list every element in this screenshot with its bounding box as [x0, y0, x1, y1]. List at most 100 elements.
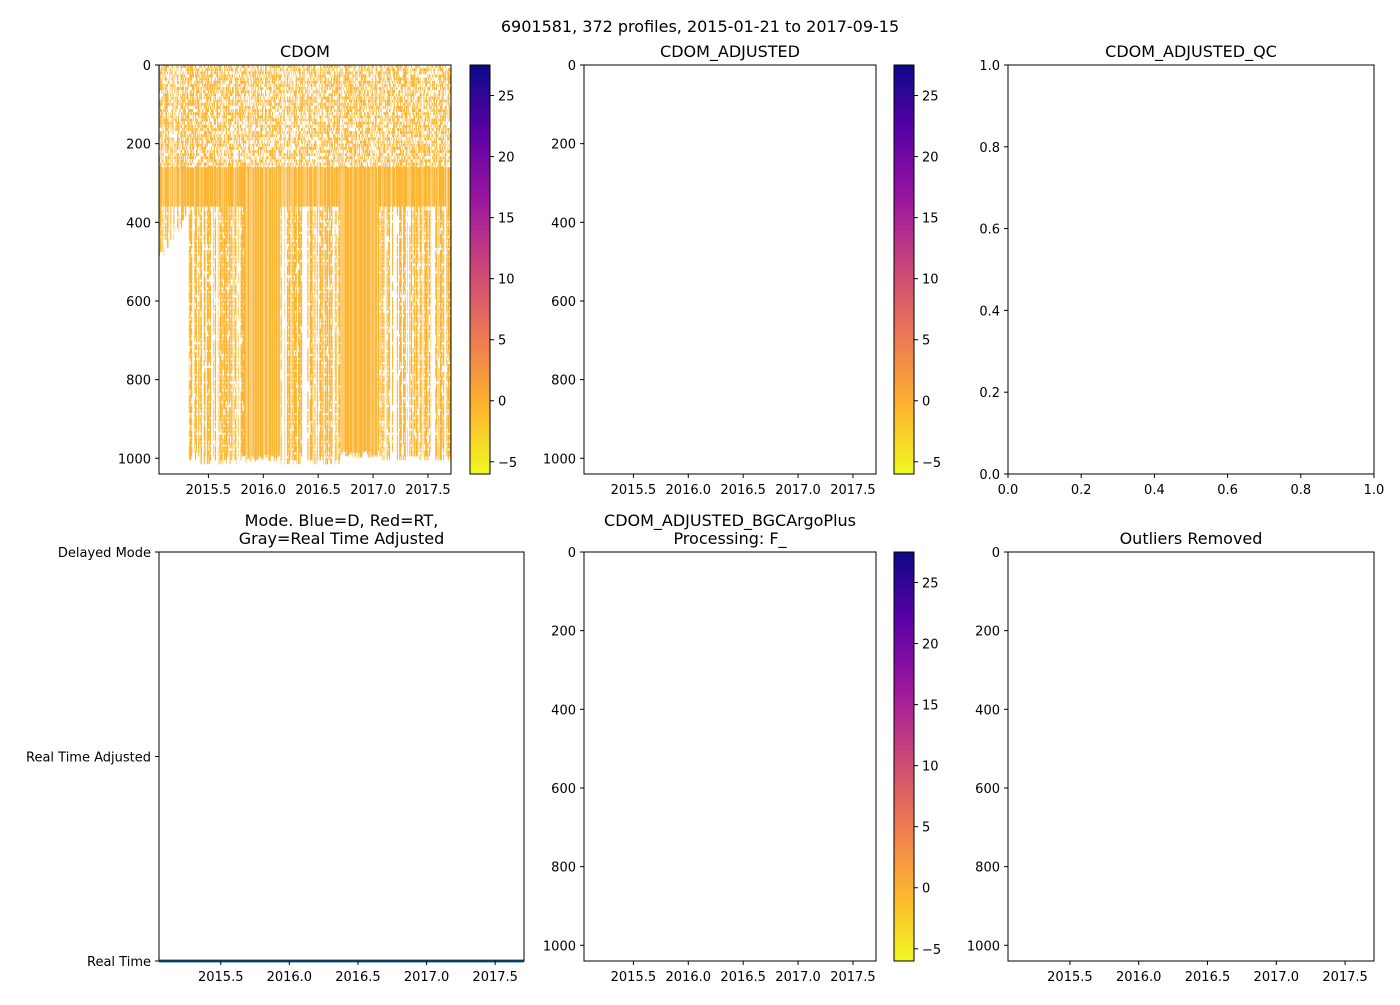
cdom-cell	[209, 206, 211, 213]
cdom-cell	[210, 124, 212, 128]
cdom-cell	[209, 426, 211, 433]
cdom-cell	[181, 127, 183, 131]
cdom-cell	[235, 320, 237, 327]
cdom-cell	[202, 146, 204, 150]
cdom-cell	[228, 277, 230, 284]
cdom-cell	[188, 140, 190, 144]
cdom-cell	[198, 115, 200, 119]
cdom-cell	[216, 167, 218, 207]
cdom-cell	[180, 134, 181, 138]
cdom-cell	[248, 167, 250, 207]
cdom-cell	[182, 206, 184, 213]
cdom-cell	[220, 320, 222, 327]
cdom-cell	[172, 115, 173, 119]
cdom-cell	[227, 273, 229, 280]
cdom-cell	[195, 454, 197, 461]
cdom-cell	[188, 454, 190, 461]
cdom-cell	[188, 109, 190, 113]
cdom-cell	[195, 281, 197, 288]
cdom-cell	[200, 273, 202, 280]
cdom-cell	[235, 289, 237, 296]
cdom-cell	[217, 146, 219, 150]
cdom-cell	[227, 411, 229, 418]
cdom-cell	[180, 149, 181, 153]
cdom-cell	[223, 415, 225, 422]
cdom-cell	[242, 137, 244, 141]
cdom-cell	[200, 80, 202, 84]
cdom-cell	[200, 127, 202, 131]
cdom-cell	[255, 121, 257, 125]
cdom-cell	[263, 206, 264, 459]
cdom-cell	[190, 289, 192, 296]
cdom-cell	[203, 320, 205, 327]
cdom-cell	[195, 137, 197, 141]
cdom-cell	[213, 249, 214, 256]
cdom-cell	[220, 273, 222, 280]
cdom-cell	[169, 230, 171, 237]
cdom-cell	[216, 134, 218, 138]
cdom-cell	[163, 105, 165, 109]
cdom-cell	[220, 167, 222, 207]
cdom-cell	[217, 131, 219, 135]
cdom-cell	[195, 352, 197, 359]
cdom-cell	[195, 165, 197, 169]
cdom-cell	[210, 411, 212, 418]
cdom-cell	[163, 245, 165, 252]
cdom-cell	[232, 99, 234, 103]
cdom-cell	[219, 214, 221, 221]
cdom-cell	[189, 352, 191, 359]
cdom-cell	[232, 241, 234, 248]
cdom-cell	[207, 395, 209, 402]
cdom-cell	[184, 210, 186, 217]
cdom-cell	[169, 124, 171, 128]
cdom-cell	[237, 90, 239, 94]
cdom-cell	[166, 83, 168, 87]
cdom-cell	[222, 422, 224, 429]
cdom-cell	[166, 162, 168, 166]
cdom-cell	[202, 74, 204, 78]
cdom-cell	[226, 391, 228, 398]
cdom-cell	[249, 143, 250, 147]
cdom-cell	[173, 77, 174, 81]
cdom-cell	[199, 137, 200, 141]
cdom-cell	[262, 74, 264, 78]
cdom-cell	[239, 124, 241, 128]
cdom-cell	[189, 438, 191, 445]
cdom-cell	[235, 265, 237, 272]
cdom-cell	[199, 143, 200, 147]
cdom-cell	[233, 162, 235, 166]
cdom-cell	[174, 102, 176, 106]
cdom-cell	[235, 426, 237, 433]
cdom-cell	[213, 371, 214, 378]
cdom-cell	[160, 87, 162, 91]
cdom-cell	[202, 156, 204, 160]
cdom-cell	[242, 340, 244, 347]
cdom-cell	[180, 77, 182, 81]
cdom-cell	[208, 156, 209, 160]
cdom-cell	[231, 352, 233, 359]
cdom-cell	[232, 153, 233, 157]
cdom-cell	[247, 206, 249, 460]
cdom-cell	[239, 167, 241, 207]
cdom-cell	[238, 226, 239, 233]
cdom-cell	[226, 131, 228, 135]
cdom-cell	[218, 112, 220, 116]
cdom-cell	[206, 312, 208, 319]
cdom-cell	[188, 210, 190, 217]
cdom-cell	[201, 118, 202, 122]
cdom-cell	[205, 131, 207, 135]
cdom-cell	[200, 102, 202, 106]
cdom-cell	[228, 411, 230, 418]
cdom-cell	[180, 102, 181, 106]
cdom-cell	[234, 375, 235, 382]
cdom-cell	[254, 137, 256, 141]
cdom-cell	[228, 137, 230, 141]
cdom-cell	[187, 87, 189, 91]
cdom-cell	[184, 127, 186, 131]
cdom-cell	[209, 210, 211, 217]
cdom-cell	[232, 395, 234, 402]
cdom-cell	[213, 83, 215, 87]
cdom-cell	[222, 165, 224, 169]
cdom-cell	[160, 210, 162, 217]
cdom-cell	[200, 383, 202, 390]
